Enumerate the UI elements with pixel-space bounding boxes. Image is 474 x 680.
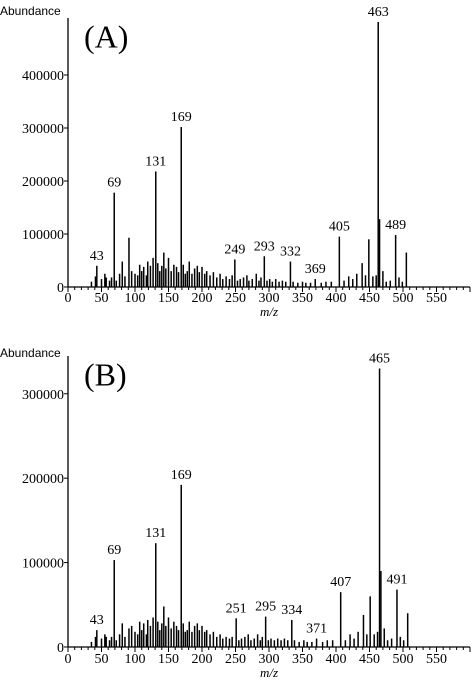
x-axis-label: m/z (260, 304, 278, 319)
peak-label-332: 332 (280, 245, 301, 260)
y-tick-label: 0 (57, 641, 64, 656)
x-tick-label: 0 (65, 652, 72, 667)
peak-label-69: 69 (107, 176, 121, 191)
peak-label-131: 131 (145, 154, 166, 169)
peak-label-407: 407 (330, 575, 351, 590)
y-tick-label: 400000 (22, 69, 64, 84)
peak-label-334: 334 (281, 603, 302, 618)
x-tick-label: 350 (292, 652, 313, 667)
x-tick-label: 500 (393, 291, 414, 306)
peak-label-249: 249 (224, 242, 245, 257)
peak-label-405: 405 (329, 220, 350, 235)
y-tick-label: 0 (57, 281, 64, 296)
peak-label-465: 465 (369, 351, 390, 366)
x-tick-label: 400 (326, 652, 347, 667)
x-tick-label: 450 (359, 291, 380, 306)
x-tick-label: 450 (359, 652, 380, 667)
peak-label-43: 43 (90, 249, 104, 264)
y-axis-label: Abundance (0, 346, 61, 360)
peak-label-369: 369 (305, 262, 326, 277)
x-tick-label: 150 (158, 291, 179, 306)
peak-label-491: 491 (386, 573, 407, 588)
peak-label-43: 43 (90, 613, 104, 628)
y-tick-label: 300000 (22, 122, 64, 137)
panel-label: (A) (84, 18, 128, 54)
x-tick-label: 250 (225, 652, 246, 667)
spectrum-panel-b: Abundance (B) 0 100000 200000 300000 0 50 100 150… (0, 346, 471, 680)
peak-label-251: 251 (226, 601, 247, 616)
x-tick-label: 200 (192, 291, 213, 306)
x-tick-label: 350 (292, 291, 313, 306)
x-tick-label: 100 (125, 652, 146, 667)
y-tick-label: 100000 (22, 228, 64, 243)
panel-label: (B) (84, 356, 127, 392)
x-tick-label: 550 (426, 652, 447, 667)
x-tick-label: 150 (158, 652, 179, 667)
peak-label-489: 489 (385, 218, 406, 233)
x-tick-label: 50 (95, 291, 109, 306)
peak-label-371: 371 (306, 622, 327, 637)
x-tick-label: 300 (259, 291, 280, 306)
x-tick-label: 250 (225, 291, 246, 306)
x-tick-label: 500 (393, 652, 414, 667)
peak-label-463: 463 (368, 5, 389, 20)
y-tick-label: 200000 (22, 472, 64, 487)
spectrum-panel-a: Abundance (A) 0 100000 200000 300000 400000 0 50… (0, 4, 471, 319)
y-tick-label: 100000 (22, 557, 64, 572)
x-tick-label: 50 (95, 652, 109, 667)
x-tick-label: 400 (326, 291, 347, 306)
peak-label-169: 169 (171, 110, 192, 125)
x-tick-label: 100 (125, 291, 146, 306)
peak-label-169: 169 (171, 468, 192, 483)
y-axis-label: Abundance (0, 4, 61, 18)
peak-label-293: 293 (254, 239, 275, 254)
y-tick-label: 200000 (22, 175, 64, 190)
x-axis-label: m/z (260, 665, 278, 680)
x-tick-label: 200 (192, 652, 213, 667)
peak-label-69: 69 (107, 543, 121, 558)
y-tick-label: 300000 (22, 388, 64, 403)
peak-label-295: 295 (255, 600, 276, 615)
x-tick-label: 0 (65, 291, 72, 306)
peak-label-131: 131 (145, 526, 166, 541)
x-tick-label: 550 (426, 291, 447, 306)
x-tick-label: 300 (259, 652, 280, 667)
